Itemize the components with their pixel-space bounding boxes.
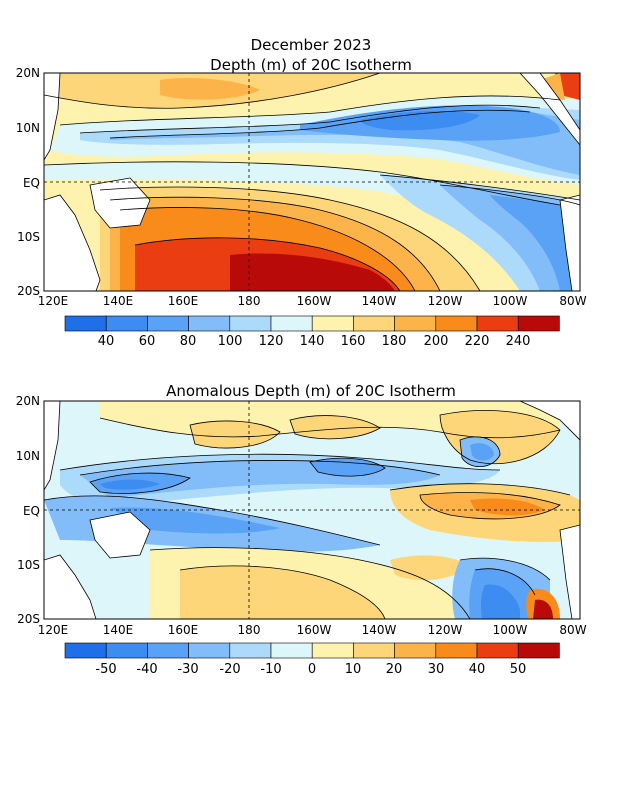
panel1-colorbar-label: 160 [341,334,366,349]
panel2-lat-label: EQ [23,504,40,518]
colorbar-swatch [435,315,478,332]
panel1-colorbar-label: 140 [300,334,325,349]
panel2-colorbar-label: -20 [219,662,240,677]
colorbar-swatch [270,315,313,332]
panel1-lat-label: 10S [17,230,40,244]
panel1-colorbar-label: 200 [424,334,449,349]
panel2-colorbar-label: 50 [510,662,527,677]
panel2-colorbar-label: 10 [345,662,362,677]
panel2-colorbar-label: -30 [177,662,198,677]
panel1-title: Depth (m) of 20C Isotherm [210,56,412,74]
panel1-lon-label: 160W [297,294,332,308]
panel2-lon-label: 180 [238,623,261,637]
panel2-lat-label: 20N [16,394,40,408]
colorbar-swatch [105,642,148,659]
panel2-lat-label: 20S [17,612,40,626]
panel2-lon-label: 100W [493,623,528,637]
panel1-lon-label: 120E [38,294,69,308]
panel1-lon-axis: 120E 140E 160E 180 160W 140W 120W 100W 8… [38,294,587,308]
panel1-lon-label: 140W [362,294,397,308]
panel2-lat-label: 10N [16,449,40,463]
panel1-lon-label: 100W [493,294,528,308]
panel2-colorbar-label: 30 [428,662,445,677]
panel2-lat-axis: 20N 10N EQ 10S 20S [16,394,40,626]
panel2-lon-label: 120E [38,623,69,637]
colorbar-swatch [394,315,437,332]
colorbar-swatch [394,642,437,659]
panel1-lat-label: 10N [16,121,40,135]
panel2-lon-label: 160E [168,623,199,637]
colorbar-swatch [476,315,519,332]
panel1-colorbar-label: 40 [98,334,115,349]
colorbar-swatch [147,315,189,332]
panel2-colorbar-label: 20 [386,662,403,677]
panel1-lon-label: 120W [428,294,463,308]
panel1-lon-label: 180 [238,294,261,308]
panel1-lon-label: 80W [559,294,586,308]
panel1-colorbar [64,315,560,332]
panel2-colorbar-label: -10 [260,662,281,677]
colorbar-swatch [229,315,272,332]
figure-date-title: December 2023 [251,36,372,54]
panel1-lon-label: 160E [168,294,199,308]
colorbar-swatch [517,642,560,659]
panel1-map [44,73,580,291]
colorbar-swatch [64,642,107,659]
panel1-colorbar-label: 100 [218,334,243,349]
panel1-colorbar-label: 180 [382,334,407,349]
colorbar-swatch [353,642,395,659]
panel1-colorbar-label: 80 [180,334,197,349]
colorbar-swatch [147,642,189,659]
panel2-lon-label: 80W [559,623,586,637]
colorbar-swatch [188,315,231,332]
colorbar-swatch [270,642,313,659]
panel1-colorbar-label: 240 [506,334,531,349]
panel1-lat-label: 20N [16,66,40,80]
colorbar-swatch [229,642,272,659]
colorbar-swatch [64,315,107,332]
panel1-lat-axis: 20N 10N EQ 10S 20S [16,66,40,298]
panel2-frame [43,400,581,620]
panel1-lon-label: 140E [103,294,134,308]
panel2-colorbar [64,642,560,659]
panel1-lat-label: EQ [23,176,40,190]
panel1-colorbar-label: 60 [139,334,156,349]
panel1-frame [43,72,581,292]
colorbar-swatch [188,642,231,659]
panel2-colorbar-label: 40 [469,662,486,677]
panel2-lon-label: 140E [103,623,134,637]
panel2-colorbar-label: 0 [308,662,316,677]
panel1-lat-label: 20S [17,284,40,298]
panel2-title: Anomalous Depth (m) of 20C Isotherm [166,382,456,400]
colorbar-swatch [105,315,148,332]
colorbar-swatch [517,315,560,332]
panel2-colorbar-label: -50 [95,662,116,677]
colorbar-swatch [435,642,478,659]
panel1-colorbar-label: 220 [465,334,490,349]
panel1-colorbar-labels: 40 60 80 100 120 140 160 180 200 220 240 [98,334,531,349]
colorbar-swatch [353,315,395,332]
panel2-lon-label: 140W [362,623,397,637]
panel2-lon-label: 120W [428,623,463,637]
colorbar-swatch [311,642,354,659]
panel2-lat-label: 10S [17,558,40,572]
panel2-lon-label: 160W [297,623,332,637]
panel1-colorbar-label: 120 [259,334,284,349]
colorbar-swatch [476,642,519,659]
panel2-lon-axis: 120E 140E 160E 180 160W 140W 120W 100W 8… [38,623,587,637]
panel2-colorbar-labels: -50 -40 -30 -20 -10 0 10 20 30 40 50 [95,662,526,677]
colorbar-swatch [311,315,354,332]
panel2-map [44,401,580,619]
panel2-colorbar-label: -40 [136,662,157,677]
